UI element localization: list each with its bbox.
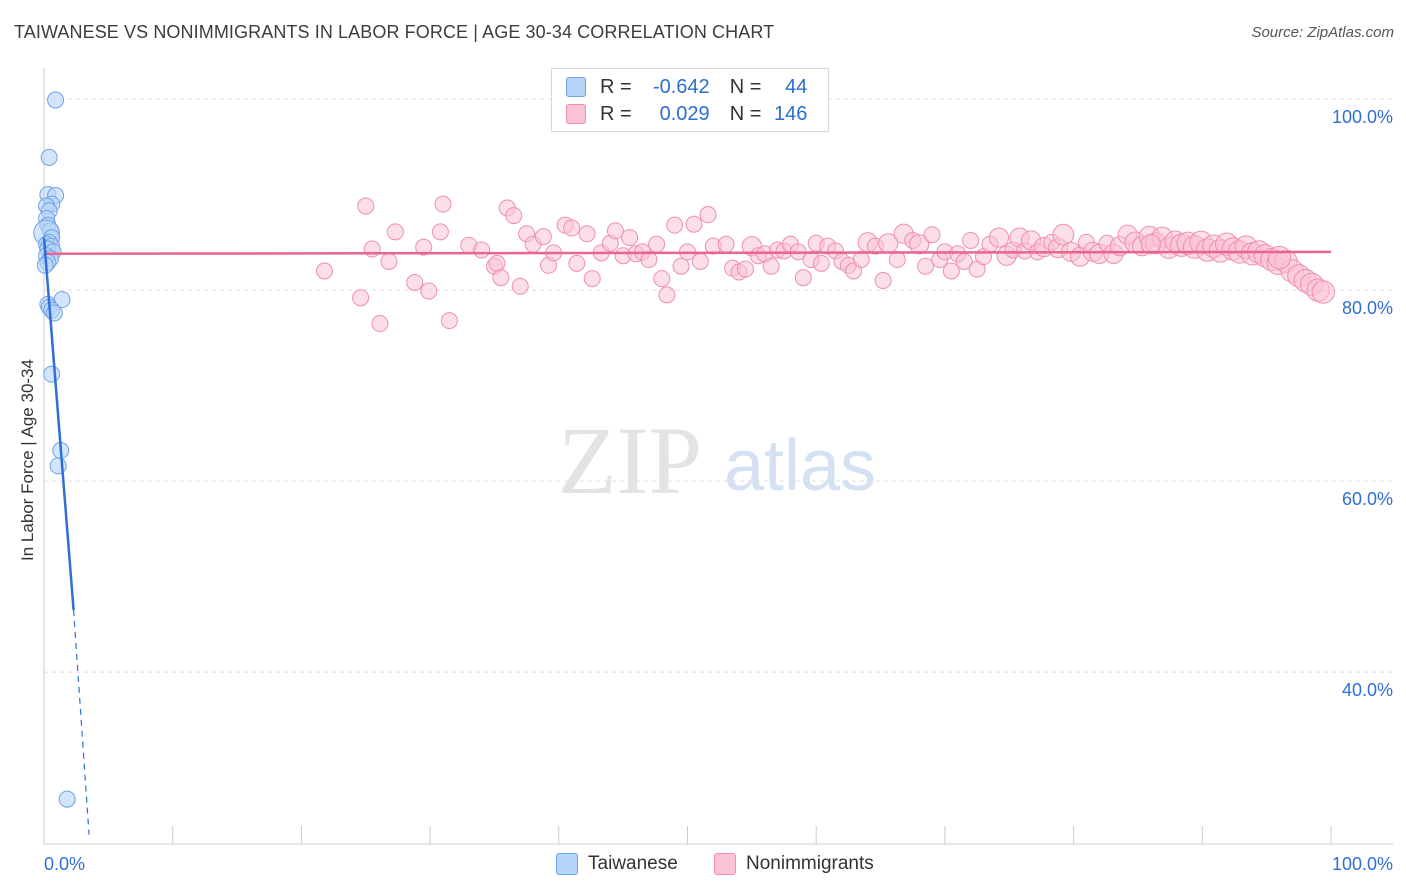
nonimmigrants-point [363,240,381,258]
nonimmigrants-point [852,251,870,269]
taiwanese-legend-label: Taiwanese [588,853,678,874]
nonimmigrants-point [672,257,690,275]
nonimmigrants-point [1311,280,1335,304]
n-label: N = [729,102,762,125]
nonimmigrants-point [699,206,717,224]
taiwanese-point [58,790,76,808]
taiwanese-points [33,91,76,808]
watermark-atlas: atlas [724,426,876,506]
nonimmigrants-point [717,235,735,253]
trend-lines [42,237,1332,835]
nonimmigrants-point [1052,223,1075,246]
nonimmigrants-point [434,195,452,213]
nonimmigrants-point [917,257,935,275]
taiwanese-swatch [566,77,586,97]
nonimmigrants-point [736,260,754,278]
nonimmigrants-point [431,223,449,241]
taiwanese-point [40,148,58,166]
watermark-zip: ZIP [558,407,702,514]
x-tick-label-max: 100.0% [1332,854,1393,874]
nonimmigrants-point [505,207,523,225]
nonimmigrants-point [1140,234,1161,255]
nonimmigrants-point [640,251,658,269]
legend-row-nonimmigrants: R = 0.029 N = 146 [566,102,807,126]
nonimmigrants-point [578,225,596,243]
nonimmigrants-point [568,254,586,272]
n-value-taiwanese: 44 [785,75,808,98]
taiwanese-point [43,365,61,383]
nonimmigrants-point [888,251,906,269]
gridlines [44,98,1393,673]
nonimmigrants-point [794,269,812,287]
n-value-nonimmigrants: 146 [774,102,808,125]
nonimmigrants-point [563,219,581,237]
taiwanese-trend-extension [73,609,90,835]
nonimmigrants-swatch [566,104,586,124]
nonimmigrants-point [666,216,684,234]
nonimmigrants-points [316,195,1335,333]
r-label: R = [600,75,632,98]
legend-row-taiwanese: R = -0.642 N = 44 [566,75,807,99]
nonimmigrants-point [762,257,780,275]
nonimmigrants-point [909,234,930,255]
nonimmigrants-point [653,270,671,288]
r-value-taiwanese: -0.642 [652,75,710,98]
nonimmigrants-point [511,277,529,295]
r-value-nonimmigrants: 0.029 [659,102,710,125]
nonimmigrants-point [583,270,601,288]
nonimmigrants-point [962,231,980,249]
x-tick-label-min: 0.0% [44,854,85,874]
nonimmigrants-point [648,235,666,253]
nonimmigrants-point [942,262,960,280]
r-label: R = [600,102,632,125]
nonimmigrants-point [473,241,491,259]
nonimmigrants-point [606,222,624,240]
y-tick-label: 40.0% [1342,680,1393,700]
bottom-legend-taiwanese: Taiwanese [556,852,678,876]
nonimmigrants-point [371,315,389,333]
nonimmigrants-point [316,262,334,280]
nonimmigrants-point [488,254,506,272]
nonimmigrants-point [406,273,424,291]
nonimmigrants-trend-line [43,250,1332,256]
nonimmigrants-point [420,282,438,300]
nonimmigrants-point [812,254,830,272]
nonimmigrants-point [658,286,676,304]
taiwanese-trend-line [42,237,75,611]
y-tick-label: 60.0% [1342,489,1393,509]
nonimmigrants-point [386,223,404,241]
nonimmigrants-point [380,252,398,270]
nonimmigrants-point [1267,245,1292,270]
nonimmigrants-point [357,197,375,215]
nonimmigrants-point [415,238,433,256]
y-tick-label: 100.0% [1332,107,1393,127]
nonimmigrants-point [685,215,703,233]
nonimmigrants-point [440,312,458,330]
nonimmigrants-point [492,269,510,287]
nonimmigrants-point [621,229,639,247]
nonimmigrants-point [534,228,552,246]
y-tick-label: 80.0% [1342,298,1393,318]
taiwanese-legend-swatch [556,853,578,875]
correlation-legend: R = -0.642 N = 44 R = 0.029 N = 146 [551,68,829,132]
nonimmigrants-point [988,227,1010,248]
nonimmigrants-point [352,289,370,307]
nonimmigrants-legend-label: Nonimmigrants [746,853,874,874]
bottom-legend-nonimmigrants: Nonimmigrants [714,852,874,876]
nonimmigrants-point [874,272,892,290]
nonimmigrants-legend-swatch [714,853,736,875]
axes [43,68,1393,845]
chart-title: TAIWANESE VS NONIMMIGRANTS IN LABOR FORC… [14,22,775,42]
taiwanese-point [47,91,65,109]
source-credit: Source: ZipAtlas.com [1251,24,1394,41]
tick-labels: 100.0% 80.0% 60.0% 40.0% 0.0% 100.0% [44,107,1393,874]
n-label: N = [729,75,762,98]
nonimmigrants-point [923,226,941,244]
nonimmigrants-point [691,252,709,270]
